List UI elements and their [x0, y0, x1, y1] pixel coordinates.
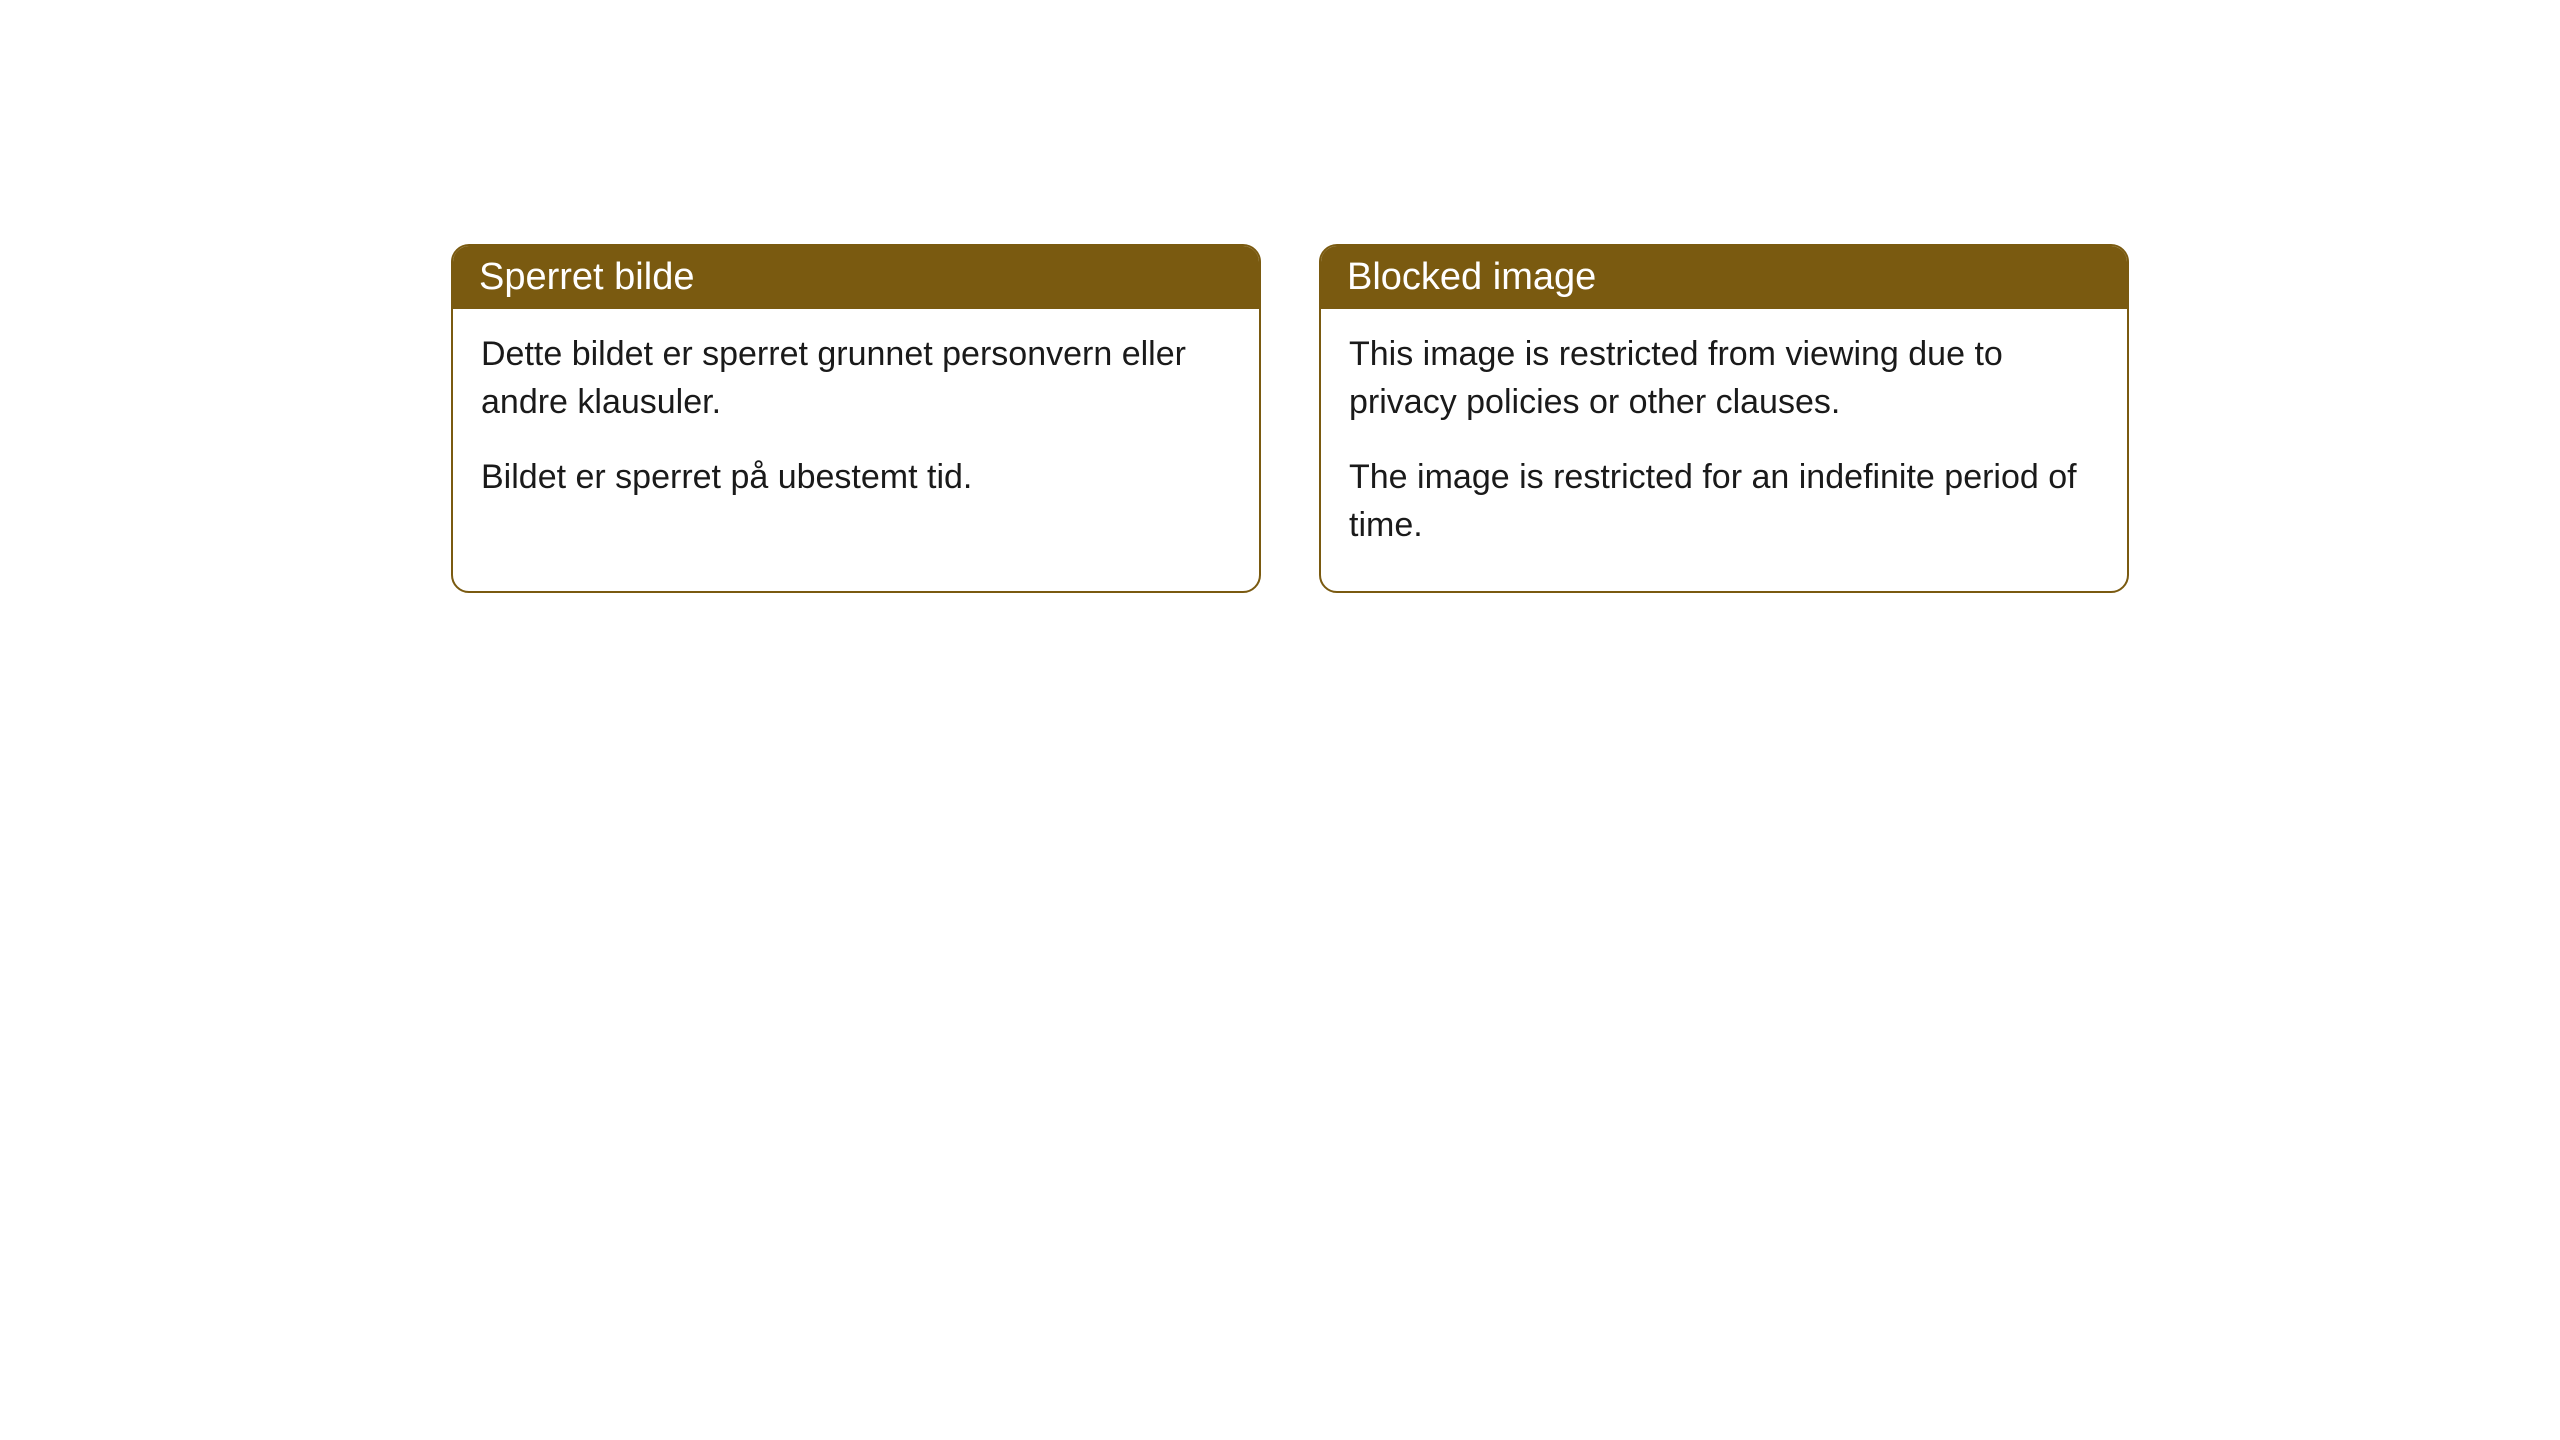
card-header: Blocked image	[1321, 246, 2127, 309]
notice-cards-container: Sperret bilde Dette bildet er sperret gr…	[451, 244, 2129, 593]
notice-card-norwegian: Sperret bilde Dette bildet er sperret gr…	[451, 244, 1261, 593]
card-paragraph: This image is restricted from viewing du…	[1349, 331, 2099, 426]
notice-card-english: Blocked image This image is restricted f…	[1319, 244, 2129, 593]
card-paragraph: Bildet er sperret på ubestemt tid.	[481, 454, 1231, 502]
card-header: Sperret bilde	[453, 246, 1259, 309]
card-paragraph: Dette bildet er sperret grunnet personve…	[481, 331, 1231, 426]
card-body: This image is restricted from viewing du…	[1321, 309, 2127, 591]
card-title: Blocked image	[1347, 256, 1596, 298]
card-paragraph: The image is restricted for an indefinit…	[1349, 454, 2099, 549]
card-title: Sperret bilde	[479, 256, 694, 298]
card-body: Dette bildet er sperret grunnet personve…	[453, 309, 1259, 544]
